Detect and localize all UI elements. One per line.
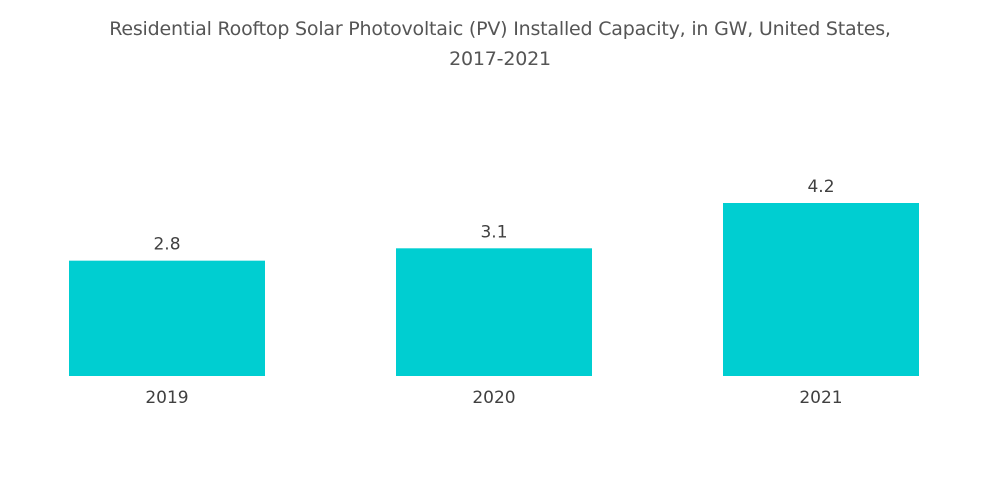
chart-title-line-1: Residential Rooftop Solar Photovoltaic (… (109, 18, 891, 40)
chart-title: Residential Rooftop Solar Photovoltaic (… (0, 14, 1000, 74)
chart-title-line-2: 2017-2021 (449, 48, 551, 70)
data-label-2019: 2.8 (153, 235, 180, 255)
x-tick-label-2021: 2021 (799, 388, 842, 408)
x-tick-label-2020: 2020 (472, 388, 515, 408)
data-label-2020: 3.1 (480, 222, 507, 242)
x-tick-label-2019: 2019 (145, 388, 188, 408)
bar-2019 (69, 260, 265, 376)
data-label-2021: 4.2 (807, 177, 834, 197)
bar-2020 (396, 248, 592, 376)
bar-2021 (723, 203, 919, 376)
